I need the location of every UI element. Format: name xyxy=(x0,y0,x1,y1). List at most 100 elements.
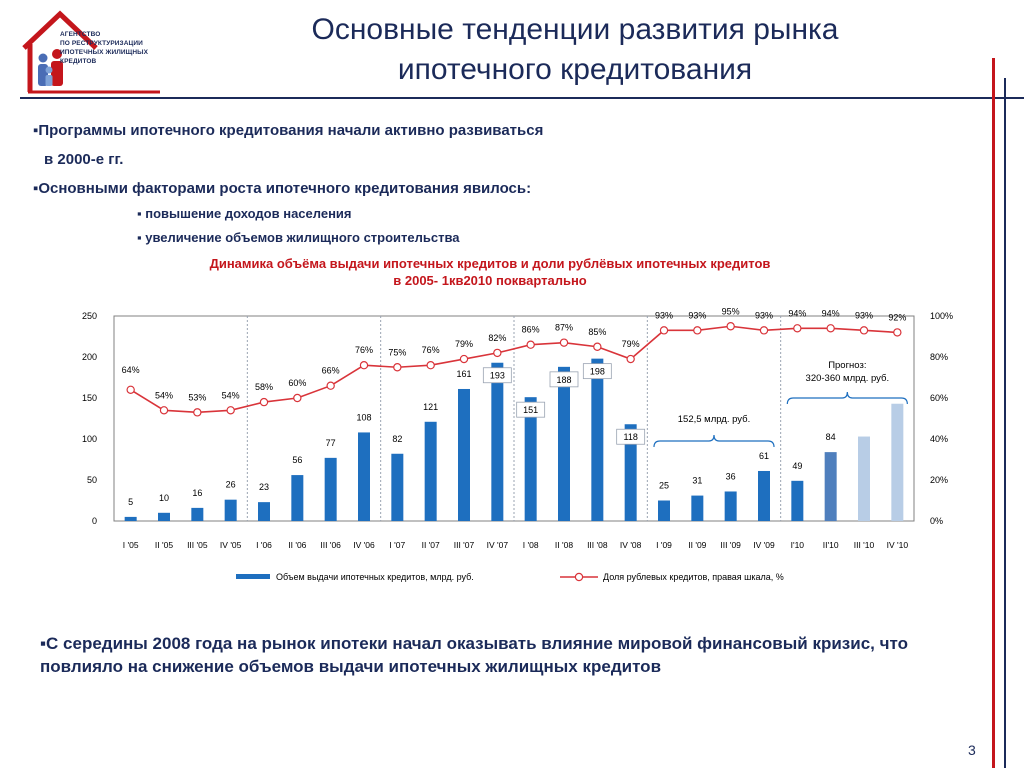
bar xyxy=(158,512,170,521)
annotation-text: 152,5 млрд. руб. xyxy=(678,414,751,425)
bar xyxy=(424,421,437,521)
share-point xyxy=(659,326,669,335)
bar-value-label: 36 xyxy=(726,471,736,481)
x-tick-label: IV '07 xyxy=(487,540,509,550)
bar-value-label: 121 xyxy=(423,402,438,412)
share-value-label: 87% xyxy=(555,323,573,333)
chart-title-line-2: в 2005- 1кв2010 поквартально xyxy=(393,273,587,288)
sub-bullet-1-text: повышение доходов населения xyxy=(145,206,352,221)
y-left-tick-label: 50 xyxy=(87,475,97,485)
bar xyxy=(191,507,204,521)
bar xyxy=(558,366,570,521)
bar xyxy=(858,436,870,521)
bar xyxy=(358,432,370,521)
bar-value-box xyxy=(582,363,612,380)
bar-value-label: 31 xyxy=(692,476,702,486)
bar xyxy=(658,500,670,521)
x-tick-label: II '09 xyxy=(688,540,706,550)
bar xyxy=(591,358,604,521)
share-point xyxy=(626,354,635,364)
x-tick-label: I '06 xyxy=(256,540,272,550)
y-left-tick-label: 200 xyxy=(82,352,97,362)
share-value-label: 66% xyxy=(322,366,340,376)
bar-value-box xyxy=(482,367,512,384)
logo-line: ИПОТЕЧНЫХ ЖИЛИЩНЫХ xyxy=(60,49,149,56)
share-value-label: 54% xyxy=(155,390,173,400)
x-tick-label: III '10 xyxy=(854,540,875,550)
bar xyxy=(624,424,637,521)
share-value-label: 53% xyxy=(188,392,206,402)
share-value-label: 94% xyxy=(788,308,806,318)
share-value-label: 54% xyxy=(222,390,240,400)
x-tick-label: II '05 xyxy=(155,540,173,550)
bar xyxy=(758,470,770,521)
logo-line: АГЕНТСТВО xyxy=(60,31,101,38)
share-value-label: 85% xyxy=(588,327,606,337)
bottom-note: ▪С середины 2008 года на рынок ипотеки н… xyxy=(40,632,980,678)
sub-bullet-2: ▪ увеличение объемов жилищного строитель… xyxy=(137,230,460,245)
share-value-label: 60% xyxy=(288,378,306,388)
share-value-label: 76% xyxy=(422,345,440,355)
bar xyxy=(891,403,904,521)
share-point xyxy=(593,342,602,351)
bar xyxy=(491,362,504,521)
bar-value-box xyxy=(549,371,579,388)
share-point xyxy=(293,393,302,403)
bar xyxy=(258,502,270,521)
plot-area xyxy=(113,315,915,522)
share-value-label: 94% xyxy=(822,308,840,318)
share-value-label: 95% xyxy=(722,306,740,316)
x-tick-label: I '09 xyxy=(656,540,672,550)
annotation-text: Прогноз: xyxy=(828,360,866,371)
x-tick-label: III '06 xyxy=(320,540,341,550)
share-value-label: 79% xyxy=(622,339,640,349)
blue-vertical-accent-line xyxy=(1004,78,1006,768)
bar-value-label: 84 xyxy=(826,432,836,442)
bullet-marker: ▪ xyxy=(33,180,39,197)
share-value-label: 58% xyxy=(255,382,273,392)
page-title: Основные тенденции развития рынка ипотеч… xyxy=(200,10,950,90)
share-point xyxy=(526,340,535,349)
bar xyxy=(324,457,337,521)
bar xyxy=(791,480,804,521)
share-point xyxy=(559,338,569,347)
share-value-label: 64% xyxy=(122,365,140,375)
y-right-tick-label: 60% xyxy=(930,393,948,403)
y-right-tick-label: 80% xyxy=(930,352,948,362)
y-right-tick-label: 100% xyxy=(930,311,953,321)
x-tick-label: IV '10 xyxy=(887,540,909,550)
annotation-brace xyxy=(653,434,775,448)
bar-value-label: 23 xyxy=(259,482,269,492)
bar xyxy=(691,495,704,521)
title-line-1: Основные тенденции развития рынка xyxy=(311,13,839,46)
x-tick-label: II'10 xyxy=(823,540,839,550)
legend-bar-swatch xyxy=(236,574,270,579)
bar-value-label: 198 xyxy=(590,367,605,377)
bar-value-label: 16 xyxy=(192,488,202,498)
share-value-label: 93% xyxy=(688,310,706,320)
x-tick-label: IV '08 xyxy=(620,540,642,550)
x-tick-label: I'10 xyxy=(791,540,805,550)
bar-value-label: 77 xyxy=(326,438,336,448)
sub-bullet-2-text: увеличение объемов жилищного строительст… xyxy=(145,230,460,245)
x-tick-label: II '08 xyxy=(555,540,573,550)
share-value-label: 75% xyxy=(388,347,406,357)
roof-icon xyxy=(22,10,98,50)
share-value-label: 93% xyxy=(655,310,673,320)
y-left-tick-label: 150 xyxy=(82,393,97,403)
share-point xyxy=(493,348,502,358)
bar-value-label: 188 xyxy=(556,375,571,385)
bar-value-label: 193 xyxy=(490,371,505,381)
x-tick-label: I '08 xyxy=(523,540,539,550)
bar-value-label: 82 xyxy=(392,434,402,444)
child-head-icon xyxy=(45,66,53,74)
title-line-2: ипотечного кредитования xyxy=(397,53,753,86)
bar xyxy=(291,475,304,521)
bar-value-label: 56 xyxy=(292,455,302,465)
share-point xyxy=(159,406,169,415)
share-point xyxy=(126,385,135,394)
x-tick-label: III '09 xyxy=(720,540,741,550)
logo-line: КРЕДИТОВ xyxy=(60,58,97,65)
share-point xyxy=(426,361,435,370)
bar-value-label: 151 xyxy=(523,405,538,415)
